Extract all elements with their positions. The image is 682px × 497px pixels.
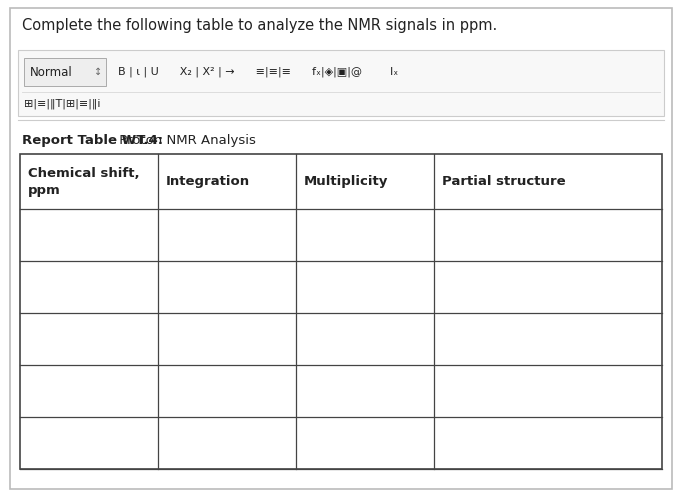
Text: Complete the following table to analyze the NMR signals in ppm.: Complete the following table to analyze … xyxy=(22,18,497,33)
Text: Report Table WT.4:: Report Table WT.4: xyxy=(22,134,163,147)
Bar xyxy=(20,154,662,469)
Text: Integration: Integration xyxy=(166,175,250,188)
Text: Partial structure: Partial structure xyxy=(442,175,565,188)
Text: ⊞|≡|‖T|⊞|≡|‖i: ⊞|≡|‖T|⊞|≡|‖i xyxy=(24,99,100,109)
Text: Multiplicity: Multiplicity xyxy=(304,175,389,188)
Bar xyxy=(18,50,664,116)
Bar xyxy=(24,58,106,86)
Text: ↕: ↕ xyxy=(94,67,102,77)
Text: Proton NMR Analysis: Proton NMR Analysis xyxy=(115,134,256,147)
Text: Normal: Normal xyxy=(30,66,73,79)
Text: ppm: ppm xyxy=(28,184,61,197)
Text: B | ι | U      X₂ | X² | →      ≡|≡|≡      fₓ|◈|▣|@        Ιₓ: B | ι | U X₂ | X² | → ≡|≡|≡ fₓ|◈|▣|@ Ιₓ xyxy=(118,67,398,77)
Text: Chemical shift,: Chemical shift, xyxy=(28,167,140,180)
